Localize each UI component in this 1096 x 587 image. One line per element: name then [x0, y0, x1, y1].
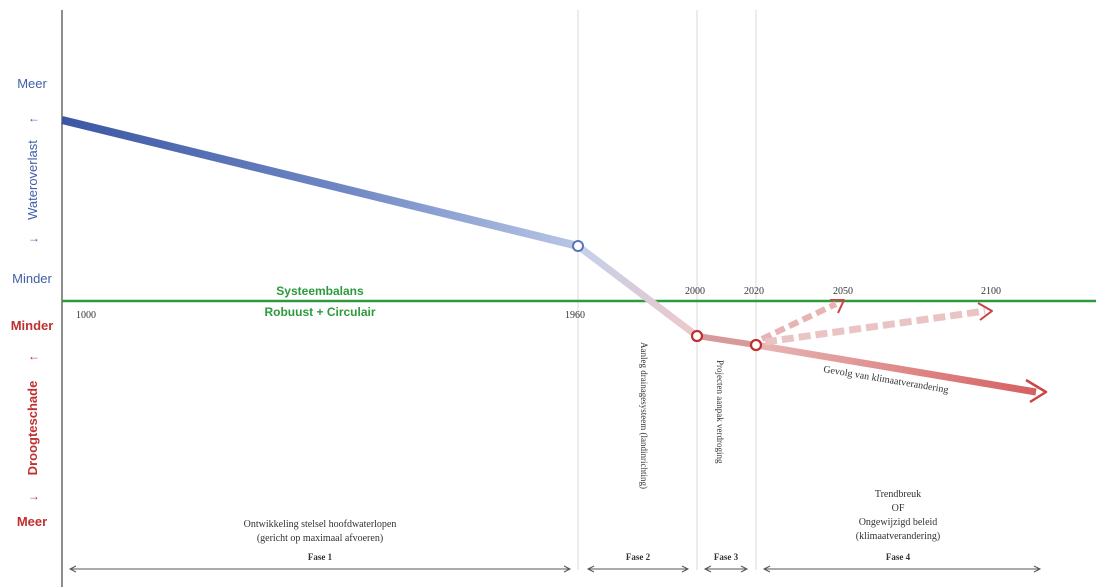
phase2-span-arrow [586, 565, 690, 573]
phase4-span-arrow [762, 565, 1042, 573]
point-2020 [749, 338, 763, 352]
year-label-2020: 2020 [744, 286, 764, 297]
year-label-1000: 1000 [76, 310, 96, 321]
phase1-description-line2: (gericht op maximaal afvoeren) [257, 533, 383, 544]
year-label-2100: 2100 [981, 286, 1001, 297]
arrow-down-icon: ↓ [26, 237, 40, 243]
projection-line-2100 [764, 307, 986, 346]
lower-axis-top-label: Minder [11, 318, 54, 333]
arrow-up-icon: ↑ [26, 355, 40, 361]
point-2000 [690, 329, 704, 343]
year-label-1960: 1960 [565, 310, 585, 321]
trend-line-blue [61, 116, 579, 250]
year-label-2000: 2000 [685, 286, 705, 297]
arrowhead-icon [830, 299, 845, 314]
phase2-description: Aanleg drainagesysteem (landinrichting) [639, 342, 649, 489]
trend-line-transition [575, 243, 700, 339]
arrowhead-icon [977, 302, 993, 321]
phase4-description-line1: Trendbreuk [875, 489, 921, 500]
balance-label: Systeembalans [276, 284, 364, 298]
year-label-2050: 2050 [833, 286, 853, 297]
balance-sublabel: Robuust + Circulair [264, 305, 375, 319]
lower-axis-title: Droogteschade [25, 381, 40, 476]
trend-line-red [696, 333, 757, 348]
phase3-span-arrow [703, 565, 749, 573]
arrowhead-icon [1025, 378, 1048, 404]
arrow-up-icon: ↑ [26, 117, 40, 123]
phase3-label: Fase 3 [714, 552, 739, 562]
phase1-description-line1: Ontwikkeling stelsel hoofdwaterlopen [244, 519, 397, 530]
phase4-description-line3: Ongewijzigd beleid [859, 517, 938, 528]
phase2-label: Fase 2 [626, 552, 651, 562]
arrow-down-icon: ↓ [26, 495, 40, 501]
projection-line-climate [755, 341, 1037, 396]
upper-axis-top-label: Meer [17, 76, 47, 91]
upper-axis-bottom-label: Minder [12, 271, 52, 286]
point-1960 [572, 240, 584, 252]
projection-line-2050 [760, 301, 838, 342]
lower-axis-title-group: ↓ Droogteschade ↑ [25, 355, 40, 501]
phase4-label: Fase 4 [886, 552, 911, 562]
phase3-description: Projecten aanpak verdroging [715, 360, 725, 464]
upper-axis-title-group: ↓ Wateroverlast ↑ [25, 117, 40, 243]
upper-axis-title: Wateroverlast [25, 140, 40, 220]
phase1-label: Fase 1 [308, 552, 333, 562]
lower-axis-bottom-label: Meer [17, 514, 47, 529]
phase1-span-arrow [68, 565, 572, 573]
phase4-description-line2: OF [892, 503, 905, 514]
phase4-description-line4: (klimaatverandering) [856, 531, 940, 542]
